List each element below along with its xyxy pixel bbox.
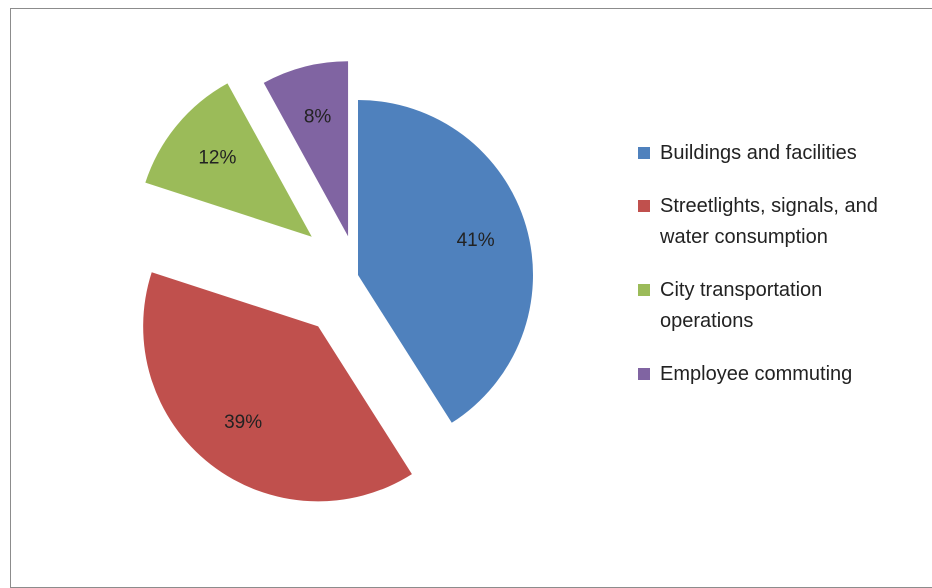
legend-item: City transportation operations [638,275,908,337]
data-label: 12% [198,148,236,169]
legend-swatch [638,368,650,380]
legend-label: City transportation operations [660,279,823,332]
data-label: 41% [457,230,495,251]
chart: 41% 39% 12% 8% Buildings and facilities Stre… [10,8,932,588]
pie-slice [145,83,312,237]
legend-swatch [638,147,650,159]
legend-label: Employee commuting [660,363,853,385]
legend: Buildings and facilities Streetlights, si… [638,138,908,412]
legend-item: Streetlights, signals, and water consump… [638,191,908,253]
data-label: 39% [224,412,262,433]
legend-swatch [638,284,650,296]
legend-item: Employee commuting [638,359,908,390]
legend-swatch [638,200,650,212]
data-label: 8% [304,107,332,128]
legend-item: Buildings and facilities [638,138,908,169]
pie-area: 41% 39% 12% 8% [143,61,533,502]
pie-slice [358,100,533,423]
pie-slice [143,272,412,502]
legend-label: Buildings and facilities [660,142,857,164]
legend-label: Streetlights, signals, and water consump… [660,195,878,248]
pie-slice [263,61,349,237]
